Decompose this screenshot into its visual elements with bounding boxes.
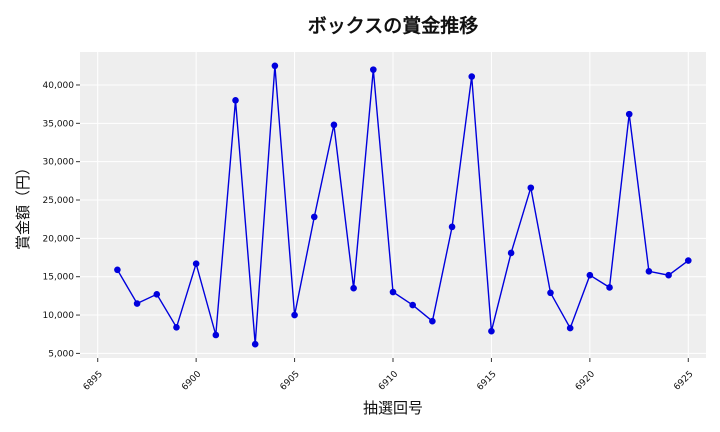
series-line — [116, 65, 689, 345]
x-axis-label: 抽選回号 — [363, 399, 423, 417]
data-point — [251, 340, 259, 348]
data-point — [409, 301, 416, 309]
data-point — [606, 284, 613, 291]
data-point — [389, 288, 397, 296]
data-point — [212, 331, 220, 339]
data-point — [468, 73, 476, 80]
data-point — [192, 260, 200, 267]
data-point — [547, 289, 554, 297]
x-tick-label: 6920 — [574, 369, 597, 392]
x-tick-label: 6895 — [82, 369, 105, 392]
data-point — [488, 327, 495, 335]
data-series — [114, 62, 692, 348]
x-tick-label: 6915 — [475, 369, 498, 392]
grid-lines — [80, 52, 706, 358]
y-tick-label: 5,000 — [48, 349, 74, 359]
data-point — [684, 257, 692, 264]
data-point — [370, 66, 377, 73]
data-point — [153, 291, 161, 298]
y-tick-label: 15,000 — [43, 273, 75, 283]
data-point — [429, 317, 436, 325]
data-point — [645, 268, 653, 275]
data-point — [566, 324, 574, 332]
data-point — [232, 97, 239, 104]
data-point — [271, 62, 279, 70]
x-tick-label: 6910 — [377, 369, 400, 392]
y-tick-label: 30,000 — [43, 158, 75, 168]
x-tick-label: 6905 — [279, 369, 302, 392]
data-point — [527, 184, 535, 192]
data-point — [448, 223, 456, 231]
y-tick-label: 20,000 — [43, 234, 75, 244]
y-axis-label: 賞金額（円） — [14, 160, 32, 250]
data-point — [291, 311, 298, 319]
data-point — [507, 249, 515, 257]
data-point — [625, 110, 633, 118]
data-point — [330, 121, 338, 129]
y-tick-label: 10,000 — [43, 311, 75, 321]
data-point — [114, 266, 121, 274]
y-tick-label: 25,000 — [43, 196, 75, 206]
data-point — [310, 213, 318, 221]
data-point — [586, 271, 594, 279]
x-tick-label: 6925 — [672, 369, 695, 392]
chart-title: ボックスの賞金推移 — [308, 14, 478, 37]
data-point — [173, 324, 180, 331]
y-tick-label: 40,000 — [43, 81, 75, 91]
data-point — [665, 271, 672, 279]
data-point — [133, 300, 141, 307]
x-tick-label: 6900 — [180, 369, 203, 392]
y-tick-label: 35,000 — [43, 119, 75, 129]
data-point — [350, 284, 357, 292]
